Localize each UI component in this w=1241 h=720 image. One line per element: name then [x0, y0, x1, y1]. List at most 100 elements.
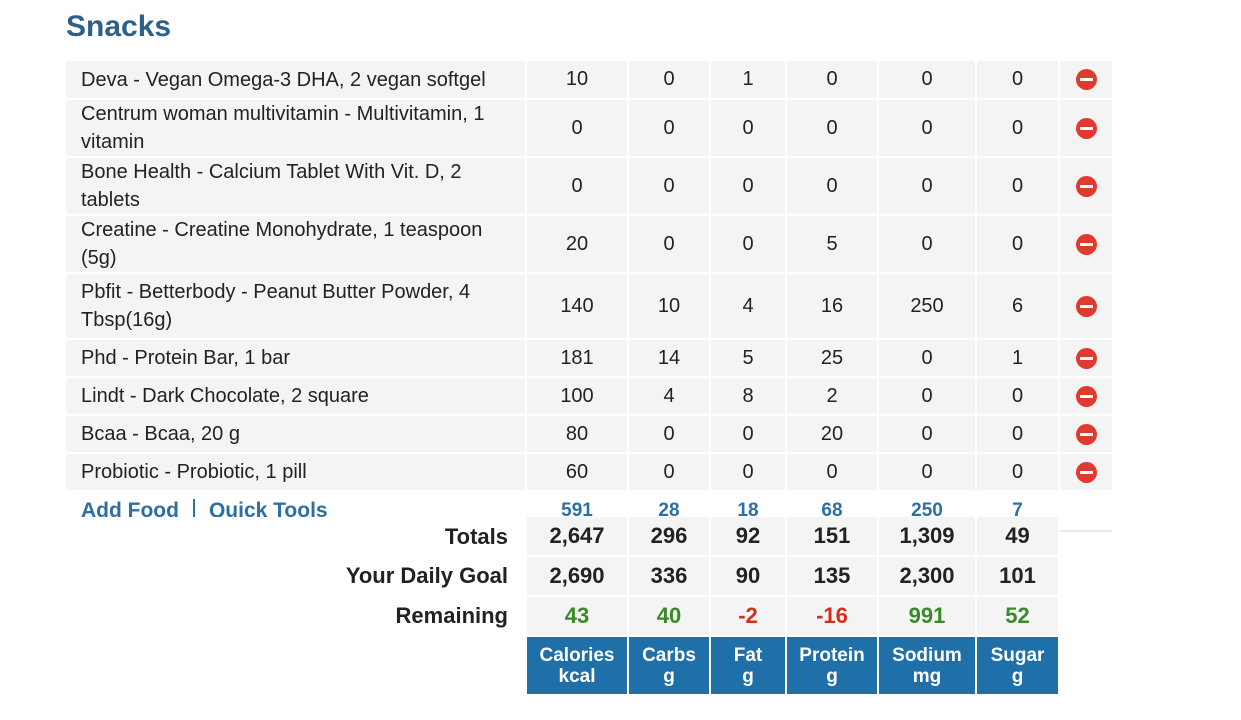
food-sodium-value: 0 [878, 453, 977, 492]
food-protein-value: 16 [786, 273, 879, 340]
header-name: Calories [539, 644, 615, 666]
remaining-sugar: 52 [976, 596, 1060, 637]
nutrient-header-row: Calories kcal Carbs g Fat g Protein g Sodium… [66, 636, 1060, 694]
header-calories: Calories kcal [526, 636, 629, 694]
food-sugar-value: 6 [976, 273, 1060, 340]
delete-cell [1059, 415, 1112, 454]
food-row: Phd - Protein Bar, 1 bar 181 14 5 25 0 1 [66, 339, 1112, 378]
food-row: Creatine - Creatine Monohydrate, 1 teasp… [66, 215, 1112, 274]
daily-totals-table: Totals 2,647 296 92 151 1,309 49 Your Da… [66, 517, 1060, 694]
food-sodium-value: 0 [878, 215, 977, 274]
food-carbs-value: 0 [628, 415, 711, 454]
food-calories-value: 0 [526, 157, 629, 216]
remaining-carbs: 40 [628, 596, 711, 637]
total-fat: 92 [710, 517, 787, 557]
header-unit: g [663, 665, 675, 687]
quick-tools-link[interactable]: Quick Tools [208, 498, 328, 522]
food-fat-value: 0 [710, 99, 787, 158]
minus-circle-icon[interactable] [1075, 461, 1097, 483]
food-row: Pbfit - Betterbody - Peanut Butter Powde… [66, 273, 1112, 340]
minus-circle-icon[interactable] [1075, 175, 1097, 197]
remaining-calories: 43 [526, 596, 629, 637]
food-fat-value: 4 [710, 273, 787, 340]
food-row: Bone Health - Calcium Tablet With Vit. D… [66, 157, 1112, 216]
food-calories-value: 100 [526, 377, 629, 416]
food-name[interactable]: Lindt - Dark Chocolate, 2 square [66, 377, 527, 416]
totals-row: Totals 2,647 296 92 151 1,309 49 [66, 517, 1060, 557]
header-unit: g [1011, 665, 1024, 687]
total-sugar: 49 [976, 517, 1060, 557]
food-fat-value: 0 [710, 215, 787, 274]
header-unit: kcal [558, 665, 596, 687]
delete-cell [1059, 273, 1112, 340]
food-name[interactable]: Bcaa - Bcaa, 20 g [66, 415, 527, 454]
minus-circle-icon[interactable] [1075, 295, 1097, 317]
food-carbs-value: 0 [628, 215, 711, 274]
header-carbs: Carbs g [628, 636, 711, 694]
food-calories-value: 20 [526, 215, 629, 274]
food-sodium-value: 250 [878, 273, 977, 340]
food-sugar-value: 0 [976, 453, 1060, 492]
food-protein-value: 5 [786, 215, 879, 274]
food-name[interactable]: Pbfit - Betterbody - Peanut Butter Powde… [66, 273, 527, 340]
food-sodium-value: 0 [878, 99, 977, 158]
food-row: Deva - Vegan Omega-3 DHA, 2 vegan softge… [66, 61, 1112, 100]
daily-goal-row: Your Daily Goal 2,690 336 90 135 2,300 1… [66, 556, 1060, 597]
total-calories: 2,647 [526, 517, 629, 557]
food-fat-value: 8 [710, 377, 787, 416]
delete-cell [1059, 157, 1112, 216]
total-carbs: 296 [628, 517, 711, 557]
goal-sugar: 101 [976, 556, 1060, 597]
delete-cell [1059, 377, 1112, 416]
food-carbs-value: 14 [628, 339, 711, 378]
delete-cell [1059, 453, 1112, 492]
food-sugar-value: 0 [976, 415, 1060, 454]
section-title: Snacks [66, 10, 172, 43]
total-protein: 151 [786, 517, 879, 557]
link-separator [192, 499, 195, 524]
header-spacer [66, 636, 527, 694]
food-calories-value: 60 [526, 453, 629, 492]
minus-circle-icon[interactable] [1075, 347, 1097, 369]
food-protein-value: 2 [786, 377, 879, 416]
header-protein: Protein g [786, 636, 879, 694]
goal-protein: 135 [786, 556, 879, 597]
header-unit: g [826, 665, 838, 687]
food-fat-value: 0 [710, 453, 787, 492]
food-name[interactable]: Creatine - Creatine Monohydrate, 1 teasp… [66, 215, 527, 274]
food-name[interactable]: Bone Health - Calcium Tablet With Vit. D… [66, 157, 527, 216]
food-sugar-value: 0 [976, 215, 1060, 274]
food-name[interactable]: Deva - Vegan Omega-3 DHA, 2 vegan softge… [66, 61, 527, 100]
daily-goal-label: Your Daily Goal [66, 556, 527, 596]
food-row: Lindt - Dark Chocolate, 2 square 100 4 8 2 0 0 [66, 377, 1112, 416]
food-calories-value: 10 [526, 61, 629, 100]
header-fat: Fat g [710, 636, 787, 694]
food-sodium-value: 0 [878, 377, 977, 416]
food-row: Probiotic - Probiotic, 1 pill 60 0 0 0 0 0 [66, 453, 1112, 492]
minus-circle-icon[interactable] [1075, 423, 1097, 445]
minus-circle-icon[interactable] [1075, 69, 1097, 91]
remaining-row: Remaining 43 40 -2 -16 991 52 [66, 596, 1060, 637]
food-name[interactable]: Probiotic - Probiotic, 1 pill [66, 453, 527, 492]
header-name: Sugar [990, 644, 1045, 666]
goal-carbs: 336 [628, 556, 711, 597]
header-unit: g [742, 665, 754, 687]
food-fat-value: 5 [710, 339, 787, 378]
snacks-food-table: Deva - Vegan Omega-3 DHA, 2 vegan softge… [66, 61, 1112, 532]
food-calories-value: 0 [526, 99, 629, 158]
minus-circle-icon[interactable] [1075, 385, 1097, 407]
food-sugar-value: 1 [976, 339, 1060, 378]
food-calories-value: 80 [526, 415, 629, 454]
food-fat-value: 0 [710, 415, 787, 454]
add-food-link[interactable]: Add Food [81, 498, 179, 522]
header-unit: mg [912, 665, 942, 687]
food-name[interactable]: Centrum woman multivitamin - Multivitami… [66, 99, 527, 158]
minus-circle-icon[interactable] [1075, 233, 1097, 255]
food-carbs-value: 10 [628, 273, 711, 340]
remaining-protein: -16 [786, 596, 879, 637]
food-carbs-value: 0 [628, 453, 711, 492]
food-name[interactable]: Phd - Protein Bar, 1 bar [66, 339, 527, 378]
food-fat-value: 0 [710, 157, 787, 216]
minus-circle-icon[interactable] [1075, 117, 1097, 139]
food-calories-value: 181 [526, 339, 629, 378]
